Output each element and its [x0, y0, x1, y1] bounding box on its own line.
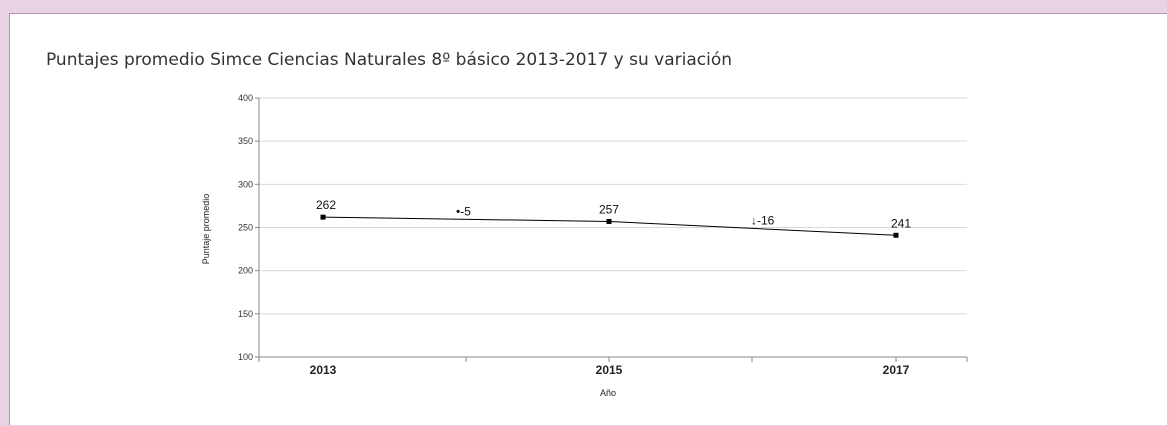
x-ticks: 2013 2015 2017	[258, 357, 968, 377]
data-point	[606, 218, 612, 224]
y-tick-label: 300	[238, 179, 253, 189]
data-labels: 262 257 241	[316, 198, 911, 230]
y-axis-label: Puntaje promedio	[201, 194, 211, 265]
chart-title: Puntajes promedio Simce Ciencias Natural…	[46, 50, 732, 70]
y-tick-label: 150	[238, 309, 253, 319]
variation-label: ↓-16	[751, 213, 775, 227]
grid	[259, 97, 967, 315]
chart-panel: Puntajes promedio Simce Ciencias Natural…	[9, 13, 1167, 425]
y-tick-label: 250	[238, 223, 253, 233]
variation-labels: •-5 ↓-16	[456, 204, 775, 227]
y-tick-label: 100	[238, 352, 253, 362]
data-label: 257	[599, 202, 619, 216]
y-tick-label: 400	[238, 93, 253, 103]
y-tick-label: 350	[238, 136, 253, 146]
data-label: 241	[891, 216, 911, 230]
y-ticks: 100 150 200 250 300 350 400	[238, 93, 259, 362]
x-tick-label: 2013	[310, 363, 337, 377]
chart: Puntajes promedio Simce Ciencias Natural…	[46, 50, 968, 398]
series-line-group	[320, 214, 899, 238]
data-label: 262	[316, 198, 336, 212]
variation-label: •-5	[456, 204, 471, 218]
y-tick-label: 200	[238, 266, 253, 276]
x-axis-label: Año	[600, 388, 616, 398]
data-point	[320, 214, 326, 220]
data-point	[893, 232, 899, 238]
x-tick-label: 2015	[596, 363, 623, 377]
x-tick-label: 2017	[883, 363, 910, 377]
